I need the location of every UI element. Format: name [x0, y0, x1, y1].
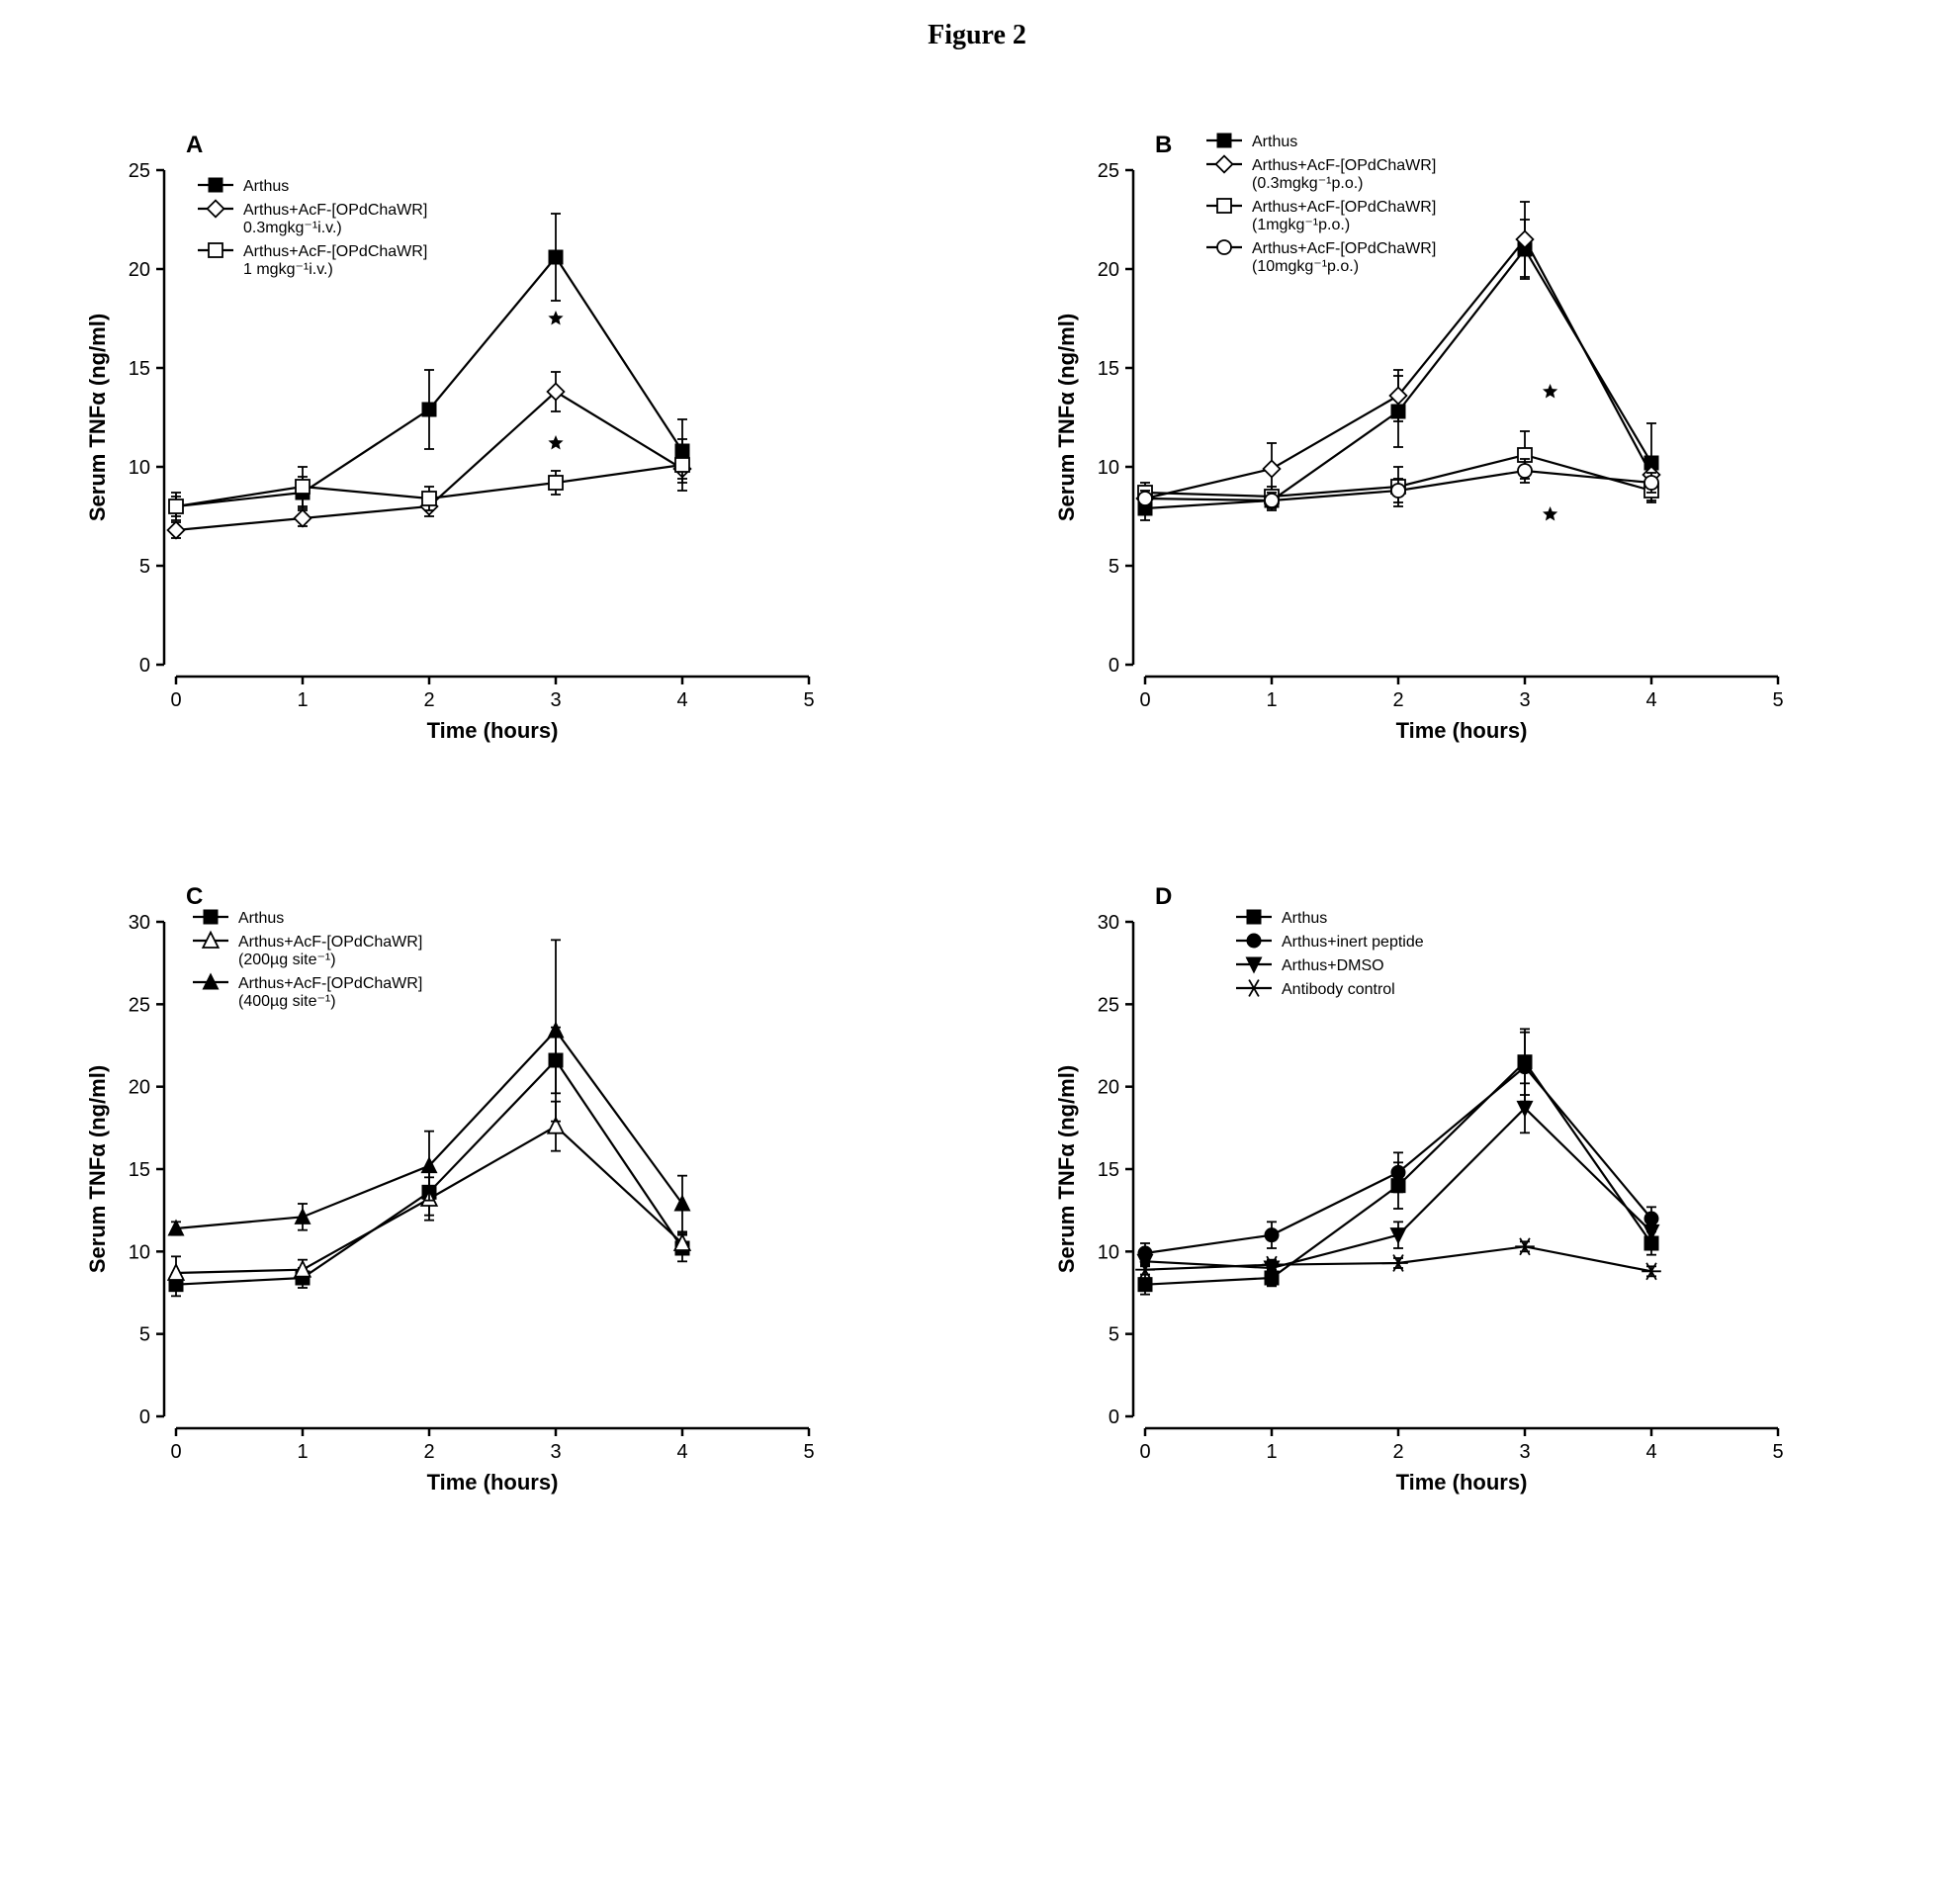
- ytick-label: 15: [129, 1159, 150, 1181]
- legend-label: (10mgkg⁻¹p.o.): [1252, 258, 1359, 275]
- xtick-label: 0: [170, 1441, 181, 1463]
- xtick-label: 2: [423, 689, 434, 711]
- legend-label: Arthus+AcF-[OPdChaWR]: [1252, 240, 1436, 257]
- ytick-label: 15: [129, 358, 150, 380]
- ytick-label: 15: [1098, 358, 1119, 380]
- ytick-label: 20: [1098, 1077, 1119, 1099]
- panel-B: B 0 5 10 15 20 25 0 1 2 3 4 5 Time (hours) Serum TNFα …: [1007, 111, 1916, 823]
- xtick-label: 4: [676, 1441, 687, 1463]
- legend-label: Arthus+AcF-[OPdChaWR]: [1252, 157, 1436, 174]
- x-axis-label: Time (hours): [1396, 1470, 1528, 1495]
- ytick-label: 20: [129, 259, 150, 281]
- x-axis-label: Time (hours): [427, 718, 559, 743]
- legend-label: (0.3mgkg⁻¹p.o.): [1252, 175, 1363, 192]
- xtick-label: 3: [1519, 1441, 1530, 1463]
- ytick-label: 5: [139, 556, 150, 578]
- x-axis-label: Time (hours): [427, 1470, 559, 1495]
- panel-C: C 0 5 10 15 20 25 30 0 1 2 3 4 5 Time (hours) Serum TNF…: [38, 862, 947, 1575]
- legend-label: Arthus: [238, 910, 284, 927]
- ytick-label: 25: [129, 160, 150, 182]
- panel-label: A: [186, 132, 203, 158]
- panel-grid: A0510152025012345Time (hours)Serum TNFα …: [38, 111, 1916, 1575]
- ytick-label: 30: [1098, 912, 1119, 934]
- ytick-label: 15: [1098, 1159, 1119, 1181]
- ytick-label: 0: [139, 1406, 150, 1428]
- legend-label: (1mgkg⁻¹p.o.): [1252, 217, 1350, 233]
- xtick-label: 2: [1392, 689, 1403, 711]
- xtick-label: 4: [1645, 1441, 1656, 1463]
- ytick-label: 5: [1109, 556, 1119, 578]
- x-axis-label: Time (hours): [1396, 718, 1528, 743]
- legend-label: Arthus+inert peptide: [1282, 934, 1424, 951]
- legend-label: (400µg site⁻¹): [238, 993, 336, 1010]
- xtick-label: 1: [297, 1441, 308, 1463]
- panel-A: A 0 5 10 15 20 25 0 1 2 3 4 5 Time (hours) Serum TNFα …: [38, 111, 947, 823]
- legend-label: Arthus+DMSO: [1282, 957, 1384, 974]
- ytick-label: 5: [1109, 1324, 1119, 1346]
- legend-label: Arthus+AcF-[OPdChaWR]: [1252, 199, 1436, 216]
- xtick-label: 5: [803, 1441, 814, 1463]
- xtick-label: 0: [1139, 689, 1150, 711]
- xtick-label: 3: [1519, 689, 1530, 711]
- ytick-label: 25: [1098, 160, 1119, 182]
- legend-label: Antibody control: [1282, 981, 1395, 998]
- figure-title: Figure 2: [20, 20, 1934, 51]
- panel-D: D 0 5 10 15 20 25 30 0 1 2 3 4 5 Time (hours) Serum TNF…: [1007, 862, 1916, 1575]
- ytick-label: 10: [129, 457, 150, 479]
- ytick-label: 5: [139, 1324, 150, 1346]
- xtick-label: 0: [1139, 1441, 1150, 1463]
- chart-C: C 0 5 10 15 20 25 30 0 1 2 3 4 5 Time (hours) Serum TNF…: [38, 862, 928, 1575]
- xtick-label: 4: [676, 689, 687, 711]
- series-line: [1145, 239, 1651, 499]
- legend-label: Arthus+AcF-[OPdChaWR]: [243, 202, 427, 219]
- chart-A: A 0 5 10 15 20 25 0 1 2 3 4 5 Time (hours) Serum TNFα …: [38, 111, 928, 823]
- xtick-label: 1: [1266, 1441, 1277, 1463]
- ytick-label: 25: [129, 994, 150, 1016]
- panel-label: C: [186, 883, 203, 910]
- ytick-label: 20: [1098, 259, 1119, 281]
- legend-label: Arthus+AcF-[OPdChaWR]: [238, 934, 422, 951]
- y-axis-label: Serum TNFα (ng/ml): [85, 1065, 110, 1273]
- xtick-label: 3: [550, 1441, 561, 1463]
- y-axis-label: Serum TNFα (ng/ml): [1054, 1065, 1079, 1273]
- chart-B: B 0 5 10 15 20 25 0 1 2 3 4 5 Time (hours) Serum TNFα …: [1007, 111, 1897, 823]
- xtick-label: 0: [170, 689, 181, 711]
- xtick-label: 2: [1392, 1441, 1403, 1463]
- ytick-label: 0: [1109, 1406, 1119, 1428]
- legend-label: Arthus: [1282, 910, 1327, 927]
- xtick-label: 3: [550, 689, 561, 711]
- ytick-label: 10: [1098, 457, 1119, 479]
- y-axis-label: Serum TNFα (ng/ml): [1054, 314, 1079, 521]
- xtick-label: 1: [1266, 689, 1277, 711]
- legend-label: Arthus: [1252, 134, 1297, 150]
- ytick-label: 10: [129, 1241, 150, 1263]
- ytick-label: 25: [1098, 994, 1119, 1016]
- legend-label: 0.3mgkg⁻¹i.v.): [243, 220, 342, 236]
- xtick-label: 5: [803, 689, 814, 711]
- ytick-label: 0: [139, 655, 150, 677]
- xtick-label: 2: [423, 1441, 434, 1463]
- y-axis-label: Serum TNFα (ng/ml): [85, 314, 110, 521]
- xtick-label: 4: [1645, 689, 1656, 711]
- ytick-label: 20: [129, 1077, 150, 1099]
- xtick-label: 5: [1772, 689, 1783, 711]
- legend-label: 1 mgkg⁻¹i.v.): [243, 261, 333, 278]
- legend-label: Arthus: [243, 178, 289, 195]
- chart-D: D 0 5 10 15 20 25 30 0 1 2 3 4 5 Time (hours) Serum TNF…: [1007, 862, 1897, 1575]
- ytick-label: 30: [129, 912, 150, 934]
- xtick-label: 5: [1772, 1441, 1783, 1463]
- legend-label: Arthus+AcF-[OPdChaWR]: [243, 243, 427, 260]
- panel-label: D: [1155, 883, 1172, 910]
- legend-label: Arthus+AcF-[OPdChaWR]: [238, 975, 422, 992]
- xtick-label: 1: [297, 689, 308, 711]
- legend-label: (200µg site⁻¹): [238, 952, 336, 968]
- ytick-label: 0: [1109, 655, 1119, 677]
- ytick-label: 10: [1098, 1241, 1119, 1263]
- panel-label: B: [1155, 132, 1172, 158]
